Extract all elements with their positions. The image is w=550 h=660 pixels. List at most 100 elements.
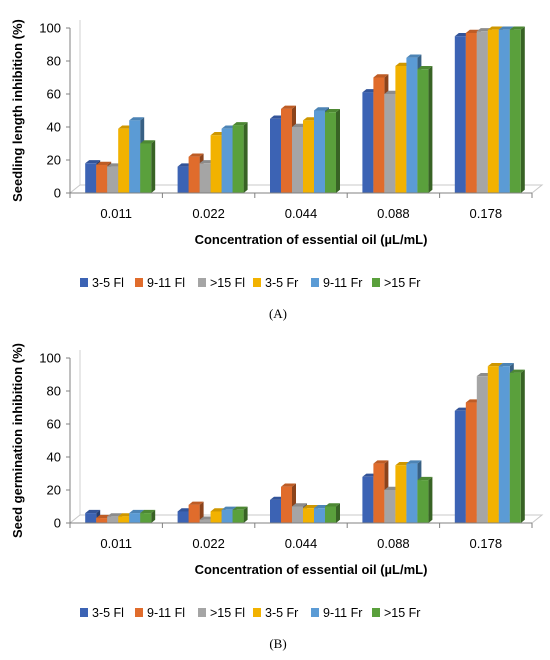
bar-front [188, 156, 200, 193]
legend-item: 9-11 Fr [311, 606, 362, 620]
bar [232, 122, 248, 193]
bar-top [292, 503, 307, 507]
bar-front [221, 509, 233, 523]
bar-top [129, 509, 145, 514]
bar-front [281, 108, 292, 193]
bar-side [243, 506, 248, 523]
bar-side [151, 509, 156, 523]
bar-front [406, 463, 418, 523]
legend-item: 3-5 Fr [253, 276, 298, 290]
bar [232, 506, 248, 523]
bar [325, 503, 340, 523]
bar-front [85, 513, 97, 523]
bar-front [232, 509, 244, 523]
legend-label: 9-11 Fl [147, 606, 185, 620]
bar-front [476, 31, 488, 193]
bar-top [509, 26, 525, 30]
bar-top [140, 509, 156, 514]
bar-front [303, 508, 314, 523]
bar-front [487, 29, 499, 194]
bar-front [314, 110, 325, 193]
bar-front [373, 463, 385, 523]
bar-top [406, 54, 422, 58]
bar [140, 509, 156, 523]
legend-swatch [80, 278, 88, 287]
bar-front [325, 506, 336, 523]
bar-top [325, 503, 340, 507]
bar-top [498, 363, 514, 367]
bar [509, 26, 525, 194]
legend-item: 9-11 Fl [135, 276, 185, 290]
bar-top [188, 153, 204, 157]
bar-front [199, 519, 211, 523]
bar-front [210, 511, 222, 523]
y-tick-label: 20 [47, 483, 61, 498]
bar-side [336, 108, 340, 193]
bar-front [417, 480, 429, 523]
legend-label: 3-5 Fr [265, 606, 298, 620]
bar-top [85, 509, 101, 514]
legend-swatch [135, 278, 143, 287]
bar-top [96, 161, 112, 165]
panel-caption: (A) [269, 306, 287, 321]
bar-front [465, 402, 477, 523]
bar-front [118, 128, 130, 193]
bar-front [140, 143, 152, 193]
y-axis-title: Seedling length inhibition (%) [10, 19, 25, 202]
bar-front [362, 92, 374, 193]
y-tick-label: 100 [39, 351, 61, 366]
bar [509, 369, 525, 523]
bar-top [107, 513, 123, 517]
y-tick-label: 40 [47, 450, 61, 465]
bar-front [465, 32, 477, 194]
bar-top [373, 460, 389, 464]
bar-front [199, 163, 211, 193]
x-tick-label: 0.044 [285, 206, 318, 221]
bar-front [85, 163, 97, 193]
chart-panel-b: 0 20 40 60 80 100 Seed germination inhibition … [0, 330, 550, 659]
legend-label: 3-5 Fl [92, 276, 124, 290]
bar-top [417, 476, 433, 481]
bar-top [303, 504, 318, 509]
bar-top [487, 363, 503, 367]
bar-front [454, 410, 466, 523]
legend-swatch [372, 608, 380, 617]
x-tick-label: 0.088 [377, 206, 410, 221]
bar-top [509, 369, 525, 373]
y-tick-label: 0 [54, 186, 61, 201]
x-axis-title: Concentration of essential oil (µL/mL) [195, 562, 428, 577]
x-tick-label: 0.044 [285, 536, 318, 551]
bar-front [292, 127, 303, 193]
legend-swatch [198, 278, 206, 287]
legend-item: 3-5 Fl [80, 276, 124, 290]
legend: 3-5 Fl 9-11 Fl >15 Fl 3-5 Fr 9-11 Fr >15 Fr [80, 276, 420, 290]
bar-top [487, 26, 503, 30]
bar-front [395, 65, 407, 193]
bar-top [85, 160, 101, 164]
legend-label: 3-5 Fr [265, 276, 298, 290]
legend-item: >15 Fr [372, 276, 420, 290]
legend-label: 9-11 Fr [323, 276, 362, 290]
legend-item: 3-5 Fl [80, 606, 124, 620]
bar-front [270, 118, 281, 193]
bar-front [384, 490, 396, 523]
bar-front [107, 166, 119, 193]
y-tick-label: 0 [54, 516, 61, 531]
bar-front [487, 366, 499, 523]
bar-front [210, 135, 222, 193]
bar-front [314, 508, 325, 523]
chart-panel-a: 0 20 40 60 80 100 Seedling length inhibition (… [10, 19, 544, 321]
y-tick-label: 80 [47, 384, 61, 399]
bar-front [373, 77, 385, 193]
bar-side [428, 66, 433, 193]
bar-front [129, 120, 141, 193]
bar-side [151, 140, 156, 193]
bar-side [243, 122, 248, 193]
legend-swatch [311, 608, 319, 617]
legend-label: >15 Fl [210, 606, 245, 620]
bar-top [373, 74, 389, 78]
legend-swatch [253, 278, 261, 287]
y-tick-label: 80 [47, 54, 61, 69]
legend-item: >15 Fl [198, 276, 245, 290]
bar-front [406, 57, 418, 194]
